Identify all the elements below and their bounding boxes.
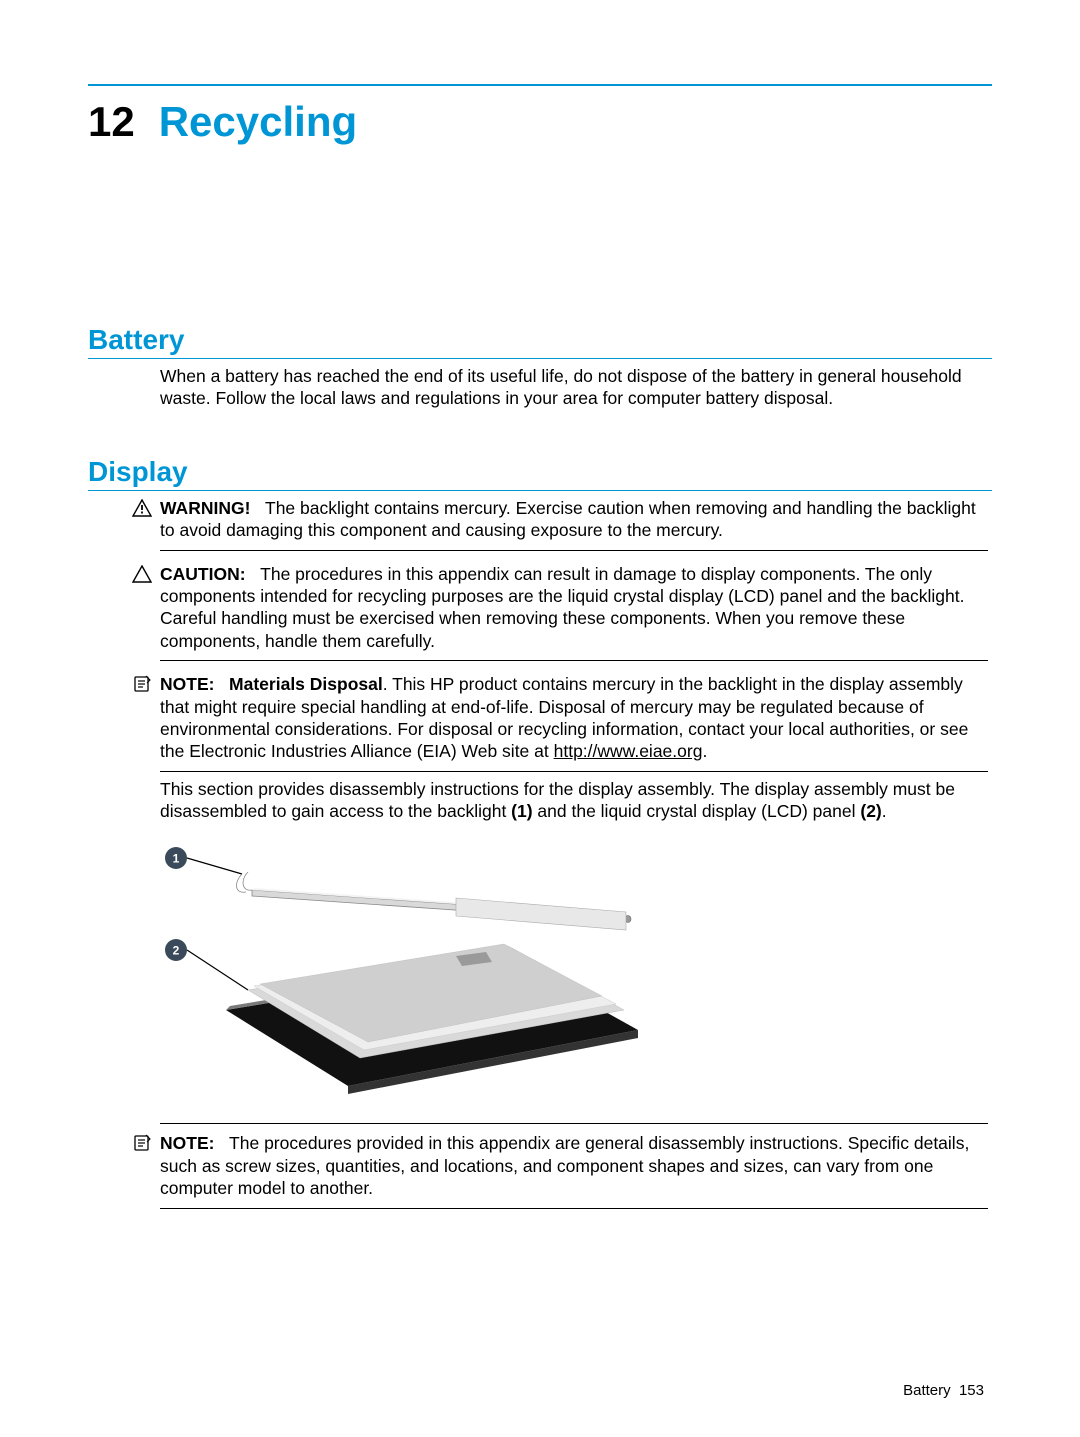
- display-body: WARNING! The backlight contains mercury.…: [160, 497, 988, 1209]
- note-block-1: NOTE: Materials Disposal. This HP produc…: [160, 673, 988, 772]
- chapter-title: Recycling: [159, 98, 357, 146]
- caution-label: CAUTION:: [160, 564, 246, 584]
- battery-paragraph: When a battery has reached the end of it…: [160, 365, 988, 410]
- note1-label: NOTE:: [160, 674, 214, 694]
- p2-c: and the liquid crystal display (LCD) pan…: [533, 801, 861, 821]
- note1-text: NOTE: Materials Disposal. This HP produc…: [160, 673, 988, 763]
- backlight-tube: [236, 872, 631, 930]
- chapter-heading: 12 Recycling: [88, 98, 992, 146]
- callout-2-label: 2: [173, 944, 180, 958]
- note-block-2: NOTE: The procedures provided in this ap…: [160, 1123, 988, 1208]
- display-paragraph-2: This section provides disassembly instru…: [160, 778, 988, 823]
- section-heading-battery: Battery: [88, 324, 992, 359]
- warning-label: WARNING!: [160, 498, 250, 518]
- caution-body-text: The procedures in this appendix can resu…: [160, 564, 964, 651]
- caution-icon: [132, 565, 152, 583]
- note2-body-text: The procedures provided in this appendix…: [160, 1133, 969, 1198]
- note1-text-b: .: [702, 741, 707, 761]
- top-rule: [88, 84, 992, 86]
- warning-block: WARNING! The backlight contains mercury.…: [160, 497, 988, 551]
- note2-label: NOTE:: [160, 1133, 214, 1153]
- chapter-number: 12: [88, 98, 135, 146]
- p2-b2: (2): [860, 801, 881, 821]
- page-footer: Battery 153: [903, 1382, 984, 1399]
- p2-d: .: [882, 801, 887, 821]
- warning-body-text: The backlight contains mercury. Exercise…: [160, 498, 976, 540]
- callout-1-label: 1: [173, 852, 180, 866]
- display-diagram: 1 2: [156, 840, 988, 1101]
- caution-text: CAUTION: The procedures in this appendix…: [160, 563, 988, 653]
- note-icon: [132, 1134, 152, 1152]
- battery-body: When a battery has reached the end of it…: [160, 365, 988, 410]
- section-heading-display: Display: [88, 456, 992, 491]
- caution-block: CAUTION: The procedures in this appendix…: [160, 563, 988, 662]
- footer-section-ref: Battery: [903, 1382, 951, 1399]
- lcd-panel: [226, 944, 638, 1094]
- warning-icon: [132, 499, 152, 517]
- note-icon: [132, 675, 152, 693]
- note2-text: NOTE: The procedures provided in this ap…: [160, 1132, 988, 1199]
- note1-link[interactable]: http://www.eiae.org: [554, 741, 703, 761]
- footer-page-number: 153: [959, 1382, 984, 1399]
- document-page: 12 Recycling Battery When a battery has …: [0, 0, 1080, 1437]
- note1-bold-lead: Materials Disposal: [229, 674, 383, 694]
- warning-text: WARNING! The backlight contains mercury.…: [160, 497, 988, 542]
- p2-b1: (1): [511, 801, 532, 821]
